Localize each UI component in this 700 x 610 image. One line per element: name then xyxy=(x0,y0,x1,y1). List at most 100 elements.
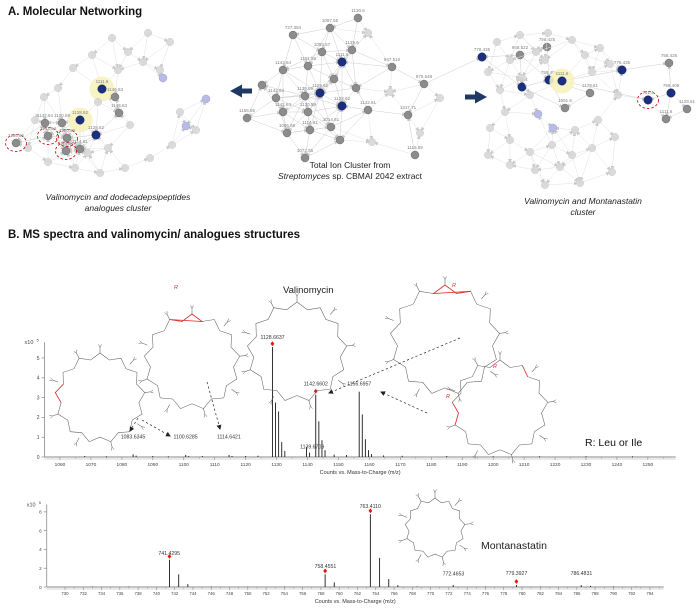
network-edge xyxy=(107,124,131,149)
network-node xyxy=(315,88,325,98)
network-edge xyxy=(319,87,357,95)
node-label: 1146.63 xyxy=(107,87,123,92)
network-edge xyxy=(171,129,197,146)
network-node xyxy=(30,115,40,125)
network-edge xyxy=(330,109,369,128)
network-node xyxy=(587,67,597,77)
network-node xyxy=(525,90,535,100)
y-tick-label: 4 xyxy=(37,376,40,382)
network-edge xyxy=(351,49,393,68)
network-node xyxy=(643,95,653,105)
left-cluster-caption: Valinomycin and dodecadepsipeptides anal… xyxy=(18,192,218,214)
network-node xyxy=(335,135,345,145)
network-node xyxy=(143,28,153,38)
network-edge xyxy=(579,171,613,184)
right-cluster-caption: Valinomycin and Montanastatin cluster xyxy=(483,196,683,218)
network-cluster-left: 1111.6 1128.62 1128.62 1146.63 1146.63 1142.6… xyxy=(5,28,211,178)
network-node xyxy=(367,137,377,147)
network-node xyxy=(97,84,107,94)
network-edge xyxy=(591,47,601,73)
x-tick-label: 732 xyxy=(80,591,88,596)
node-label: 1130.6 xyxy=(351,8,365,13)
network-edge xyxy=(591,71,619,96)
network-edge xyxy=(355,66,393,89)
network-edge xyxy=(499,77,523,91)
network-edge xyxy=(282,111,311,131)
network-node xyxy=(257,80,267,90)
y-tick-label: 2 xyxy=(37,415,40,421)
network-edge xyxy=(185,98,207,127)
network-edge xyxy=(282,34,294,71)
network-node xyxy=(75,144,85,154)
node-label: 975.548 xyxy=(416,74,433,79)
network-node xyxy=(303,61,313,71)
network-edge xyxy=(43,96,63,124)
network-edge xyxy=(304,139,341,159)
x-tick-label: 1220 xyxy=(550,462,561,468)
network-edge xyxy=(521,51,537,79)
network-node xyxy=(353,13,363,23)
network-node xyxy=(605,59,615,69)
network-node xyxy=(531,47,541,57)
y-tick-label: 3 xyxy=(37,395,40,401)
middle-caption-rest: sp. CBMAI 2042 extract xyxy=(329,171,423,181)
network-edge xyxy=(142,32,149,63)
x-tick-label: 1250 xyxy=(643,462,654,468)
network-node xyxy=(530,165,540,175)
network-edge xyxy=(339,109,369,141)
network-edge xyxy=(307,65,335,80)
network-node xyxy=(278,65,288,75)
panel-b-title: B. MS spectra and valinomycin/ analogues… xyxy=(8,229,301,241)
network-node xyxy=(75,115,85,125)
network-edge xyxy=(275,97,309,113)
network-node xyxy=(61,146,71,156)
network-edge xyxy=(309,92,321,131)
network-node xyxy=(201,94,211,104)
network-edge xyxy=(309,105,343,131)
network-edge xyxy=(509,164,536,171)
network-node xyxy=(329,74,339,84)
node-label: 1129.61 xyxy=(582,83,598,88)
network-edge xyxy=(521,79,550,88)
node-label: 1097.55 xyxy=(322,18,339,23)
network-node xyxy=(305,125,315,135)
network-edge xyxy=(95,124,131,136)
network-edge xyxy=(307,111,341,141)
x-tick-label: 776 xyxy=(482,591,490,596)
node-label: 1146.63 xyxy=(111,103,127,108)
network-node xyxy=(40,118,50,128)
network-edge xyxy=(584,54,611,65)
network-node xyxy=(500,107,510,117)
x-tick-label: 786 xyxy=(573,591,581,596)
network-edge xyxy=(329,27,343,63)
network-edge xyxy=(282,69,306,97)
network-node xyxy=(517,73,527,83)
substituent-prong xyxy=(484,291,487,295)
network-edge xyxy=(286,132,306,159)
network-node xyxy=(661,114,671,124)
x-tick-label: 742 xyxy=(171,591,179,596)
network-edge xyxy=(329,27,353,51)
network-edge xyxy=(246,97,277,119)
network-node xyxy=(492,37,502,47)
network-node xyxy=(325,23,335,33)
network-edge xyxy=(159,41,171,71)
network-edge xyxy=(667,62,672,94)
network-node xyxy=(540,55,550,65)
x-tick-label: 758 xyxy=(317,591,325,596)
peak-label: 741.4295 xyxy=(158,551,180,557)
network-edge xyxy=(534,144,553,171)
network-node xyxy=(43,131,53,141)
dashed-highlight-circle xyxy=(56,129,78,147)
network-node xyxy=(505,55,515,65)
network-node xyxy=(595,43,605,53)
network-edge xyxy=(509,34,521,61)
node-label: 1115.59 xyxy=(407,145,423,150)
network-node xyxy=(43,157,53,167)
x-tick-label: 1170 xyxy=(395,462,406,468)
x-tick-label: 774 xyxy=(464,591,472,596)
substituent-prong xyxy=(164,312,168,315)
network-edge xyxy=(149,144,173,159)
network-edge xyxy=(341,60,393,68)
network-node xyxy=(548,123,558,133)
